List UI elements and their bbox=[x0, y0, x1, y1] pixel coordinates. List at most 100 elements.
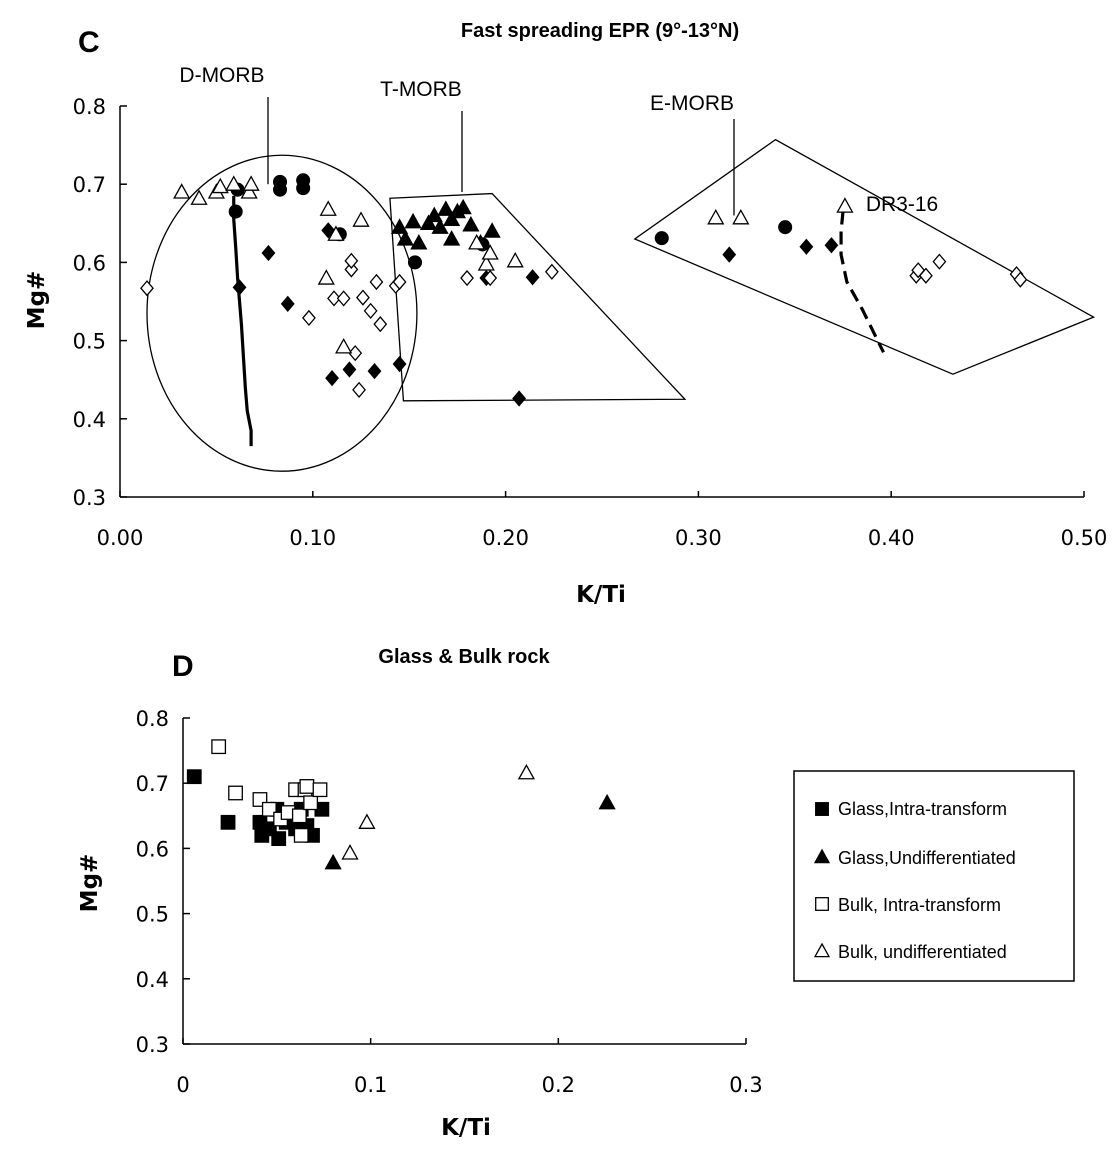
data-point bbox=[437, 200, 455, 216]
data-point bbox=[272, 182, 288, 197]
data-point bbox=[598, 793, 616, 810]
data-point bbox=[242, 175, 260, 191]
panel-c-title: Fast spreading EPR (9°-13°N) bbox=[461, 20, 739, 42]
data-point bbox=[363, 302, 378, 320]
data-point bbox=[410, 234, 428, 250]
y-tick-label: 0.4 bbox=[73, 408, 106, 432]
data-point bbox=[390, 218, 409, 234]
legend-marker bbox=[815, 897, 829, 911]
x-tick-label: 0.20 bbox=[482, 526, 529, 550]
data-point bbox=[356, 289, 370, 306]
y-tick-label: 0.6 bbox=[73, 251, 106, 275]
data-point bbox=[240, 183, 258, 199]
panel-d-x-axis-label: K/Ti bbox=[441, 1115, 491, 1141]
data-point bbox=[824, 237, 839, 254]
data-point bbox=[291, 808, 307, 824]
data-point bbox=[932, 253, 947, 270]
data-point bbox=[335, 338, 353, 354]
data-point bbox=[220, 814, 236, 830]
data-point bbox=[443, 230, 461, 246]
data-point bbox=[483, 269, 498, 287]
y-tick-label: 0.6 bbox=[136, 837, 169, 861]
legend-label: Bulk, Intra-transform bbox=[838, 895, 1001, 915]
y-tick-label: 0.8 bbox=[73, 95, 106, 119]
data-point bbox=[396, 230, 414, 246]
data-point bbox=[454, 198, 472, 215]
data-point bbox=[544, 263, 559, 280]
y-tick-label: 0.4 bbox=[136, 968, 169, 992]
annotation-label: DR3-16 bbox=[866, 193, 938, 216]
panel-d-letter: D bbox=[172, 650, 194, 683]
data-point bbox=[324, 853, 342, 870]
legend-label: Bulk, undifferentiated bbox=[838, 942, 1007, 962]
data-point bbox=[341, 844, 359, 860]
panel-d-y-axis-label: Mg# bbox=[77, 854, 103, 913]
data-point bbox=[477, 255, 495, 271]
annotation-label: E-MORB bbox=[650, 92, 734, 115]
legend-entry: Bulk, undifferentiated bbox=[813, 942, 1007, 962]
panel-d-legend: Glass,Intra-transform Glass,Undifferenti… bbox=[793, 770, 1075, 982]
data-point bbox=[392, 273, 407, 291]
panel-d-title: Glass & Bulk rock bbox=[378, 646, 550, 668]
data-point bbox=[348, 344, 363, 362]
x-tick-label: 0.00 bbox=[97, 526, 144, 550]
x-tick-label: 0.10 bbox=[289, 526, 336, 550]
legend-label: Glass,Intra-transform bbox=[838, 799, 1007, 819]
field-outline-d-morb bbox=[146, 154, 418, 472]
chart-panel-c: C Fast spreading EPR (9°-13°N) Mg# K/Ti … bbox=[24, 20, 1107, 608]
data-point bbox=[373, 316, 388, 333]
data-point bbox=[462, 216, 480, 232]
field-outline-t-morb bbox=[389, 192, 687, 402]
data-point bbox=[232, 279, 247, 296]
data-point bbox=[271, 831, 287, 847]
panel-c-x-axis-label: K/Ti bbox=[576, 582, 626, 608]
data-point bbox=[228, 785, 243, 801]
legend-entry: Glass,Undifferentiated bbox=[813, 848, 1016, 868]
data-point bbox=[367, 362, 382, 380]
data-point bbox=[512, 390, 527, 407]
data-point bbox=[302, 309, 316, 327]
data-point bbox=[481, 244, 499, 260]
legend-marker bbox=[815, 802, 829, 816]
data-point bbox=[732, 208, 750, 225]
data-point bbox=[918, 267, 933, 284]
annotation-label: D-MORB bbox=[179, 64, 264, 87]
data-point bbox=[190, 189, 208, 205]
data-point bbox=[517, 763, 536, 780]
data-point bbox=[407, 255, 423, 270]
data-point bbox=[836, 197, 854, 213]
y-tick-label: 0.5 bbox=[73, 330, 106, 354]
data-point bbox=[280, 295, 295, 312]
data-point bbox=[506, 251, 524, 268]
x-tick-label: 0.2 bbox=[542, 1073, 575, 1097]
data-point bbox=[707, 208, 725, 225]
legend-marker bbox=[813, 942, 831, 958]
data-point bbox=[228, 204, 243, 219]
data-point bbox=[336, 290, 351, 307]
data-point bbox=[261, 801, 277, 817]
panel-c-y-axis-label: Mg# bbox=[24, 271, 50, 330]
trend-line-solid bbox=[232, 195, 253, 447]
x-tick-label: 0.3 bbox=[729, 1073, 762, 1097]
legend-label: Glass,Undifferentiated bbox=[838, 848, 1016, 868]
data-point bbox=[392, 355, 407, 373]
chart-panel-d: D Glass & Bulk rock Mg# K/Ti 0 0.1 0.2 0.3 0… bbox=[77, 646, 1075, 1141]
data-point bbox=[344, 252, 359, 269]
data-point bbox=[299, 779, 315, 794]
x-tick-label: 0.40 bbox=[868, 526, 915, 550]
data-point bbox=[352, 211, 370, 227]
x-tick-label: 0 bbox=[176, 1073, 189, 1097]
data-point bbox=[319, 200, 337, 216]
data-point bbox=[261, 244, 276, 262]
data-point bbox=[327, 225, 345, 241]
data-point bbox=[1013, 271, 1028, 288]
data-point bbox=[344, 261, 359, 278]
data-point bbox=[431, 218, 449, 234]
data-point bbox=[443, 210, 461, 227]
panel-c-letter: C bbox=[78, 26, 100, 59]
data-point bbox=[352, 381, 366, 398]
y-tick-label: 0.5 bbox=[136, 903, 169, 927]
data-point bbox=[327, 290, 341, 307]
data-point bbox=[342, 361, 357, 378]
